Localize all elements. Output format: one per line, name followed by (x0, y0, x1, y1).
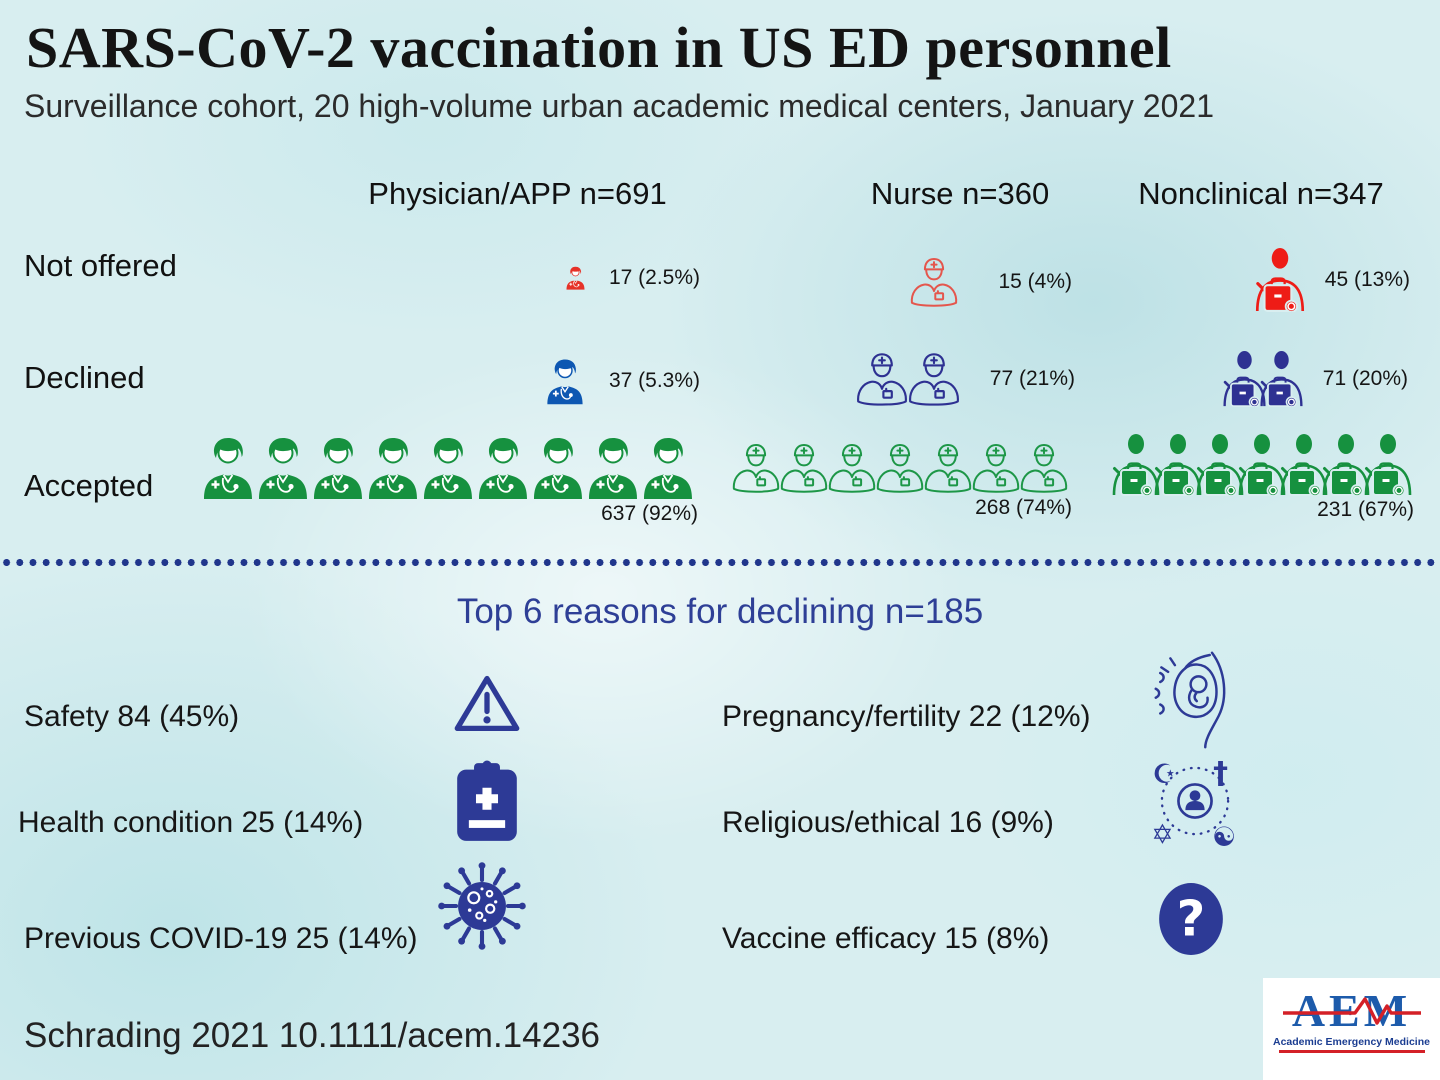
cell-accepted-nonclinical: 231 (67%) (1104, 434, 1414, 534)
cell-accepted-physician: 637 (92%) (210, 436, 698, 534)
dotted-divider (0, 558, 1440, 567)
reason-pregnancy-fertility: Pregnancy/fertility 22 (12%) (722, 700, 1091, 733)
aem-logo-acronym: AEM (1291, 985, 1412, 1036)
physician-icon (308, 436, 368, 500)
column-header-physician: Physician/APP n=691 (368, 176, 667, 211)
warning-triangle-icon (452, 672, 522, 736)
aem-logo-rule (1278, 1050, 1425, 1053)
cell-not-offered-physician: 17 (2.5%) (340, 246, 700, 310)
cell-declined-nonclinical: 71 (20%) (1108, 346, 1408, 412)
physician-icon (638, 436, 698, 500)
cell-value: 268 (74%) (975, 496, 1072, 519)
cell-not-offered-nonclinical: 45 (13%) (1108, 242, 1410, 318)
reason-previous-covid: Previous COVID-19 25 (14%) (24, 922, 418, 955)
cell-value: 231 (67%) (1317, 498, 1414, 521)
column-header-nurse: Nurse n=360 (870, 176, 1050, 211)
physician-icon (564, 266, 587, 290)
cell-value: 37 (5.3%) (608, 369, 700, 392)
physician-icon-group (543, 358, 587, 405)
physician-icon (363, 436, 423, 500)
coronavirus-icon (430, 854, 534, 958)
cell-value: 45 (13%) (1324, 268, 1410, 291)
nurse-icon-group (906, 256, 962, 308)
cell-value: 71 (20%) (1322, 367, 1408, 390)
physician-icon (583, 436, 643, 500)
physician-icon (253, 436, 313, 500)
cell-declined-physician: 37 (5.3%) (340, 350, 700, 412)
physician-icon (528, 436, 588, 500)
cell-value: 15 (4%) (998, 270, 1072, 293)
column-header-nonclinical: Nonclinical n=347 (1138, 176, 1384, 211)
fetus-icon (1140, 650, 1230, 750)
nurse-icon-group (852, 351, 964, 407)
nurse-icon (852, 351, 912, 407)
medical-clipboard-icon (452, 760, 522, 844)
row-label-accepted: Accepted (24, 468, 154, 503)
nonclinical-icon-group (1110, 434, 1414, 496)
physician-icon (198, 436, 258, 500)
nonclinical-icon-group (1221, 351, 1305, 407)
reasons-heading: Top 6 reasons for declining n=185 (456, 592, 984, 631)
cell-not-offered-nurse: 15 (4%) (760, 246, 1072, 318)
nurse-icon (904, 351, 964, 407)
reason-safety: Safety 84 (45%) (24, 700, 240, 733)
nonclinical-icon (1362, 434, 1414, 496)
physician-icon (543, 358, 587, 405)
nonclinical-icon (1258, 351, 1305, 407)
cell-value: 77 (21%) (989, 367, 1075, 390)
cell-accepted-nurse: 268 (74%) (722, 442, 1072, 534)
page-subtitle: Surveillance cohort, 20 high-volume urba… (24, 88, 1214, 124)
physician-icon (473, 436, 533, 500)
cell-value: 637 (92%) (601, 502, 698, 525)
reason-vaccine-efficacy: Vaccine efficacy 15 (8%) (722, 922, 1050, 955)
page-title: SARS-CoV-2 vaccination in US ED personne… (26, 15, 1172, 80)
citation: Schrading 2021 10.1111/acem.14236 (24, 1016, 600, 1055)
nonclinical-icon (1253, 248, 1307, 312)
aem-logo-name: Academic Emergency Medicine (1273, 1036, 1430, 1048)
row-label-not-offered: Not offered (24, 248, 177, 283)
aem-logo: AEM Academic Emergency Medicine (1263, 978, 1440, 1080)
question-mark-icon (1158, 882, 1224, 956)
nurse-icon-group (728, 442, 1072, 494)
row-label-declined: Declined (24, 360, 145, 395)
physician-icon-group (564, 266, 587, 290)
nurse-icon (1016, 442, 1072, 494)
nonclinical-icon-group (1253, 248, 1307, 312)
physician-icon (418, 436, 478, 500)
cell-value: 17 (2.5%) (608, 266, 700, 289)
reason-health-condition: Health condition 25 (14%) (18, 806, 364, 839)
cell-declined-nurse: 77 (21%) (760, 344, 1075, 414)
physician-icon-group (198, 436, 698, 500)
reason-religious-ethical: Religious/ethical 16 (9%) (722, 806, 1054, 839)
nurse-icon (906, 256, 962, 308)
religions-icon (1148, 754, 1242, 848)
